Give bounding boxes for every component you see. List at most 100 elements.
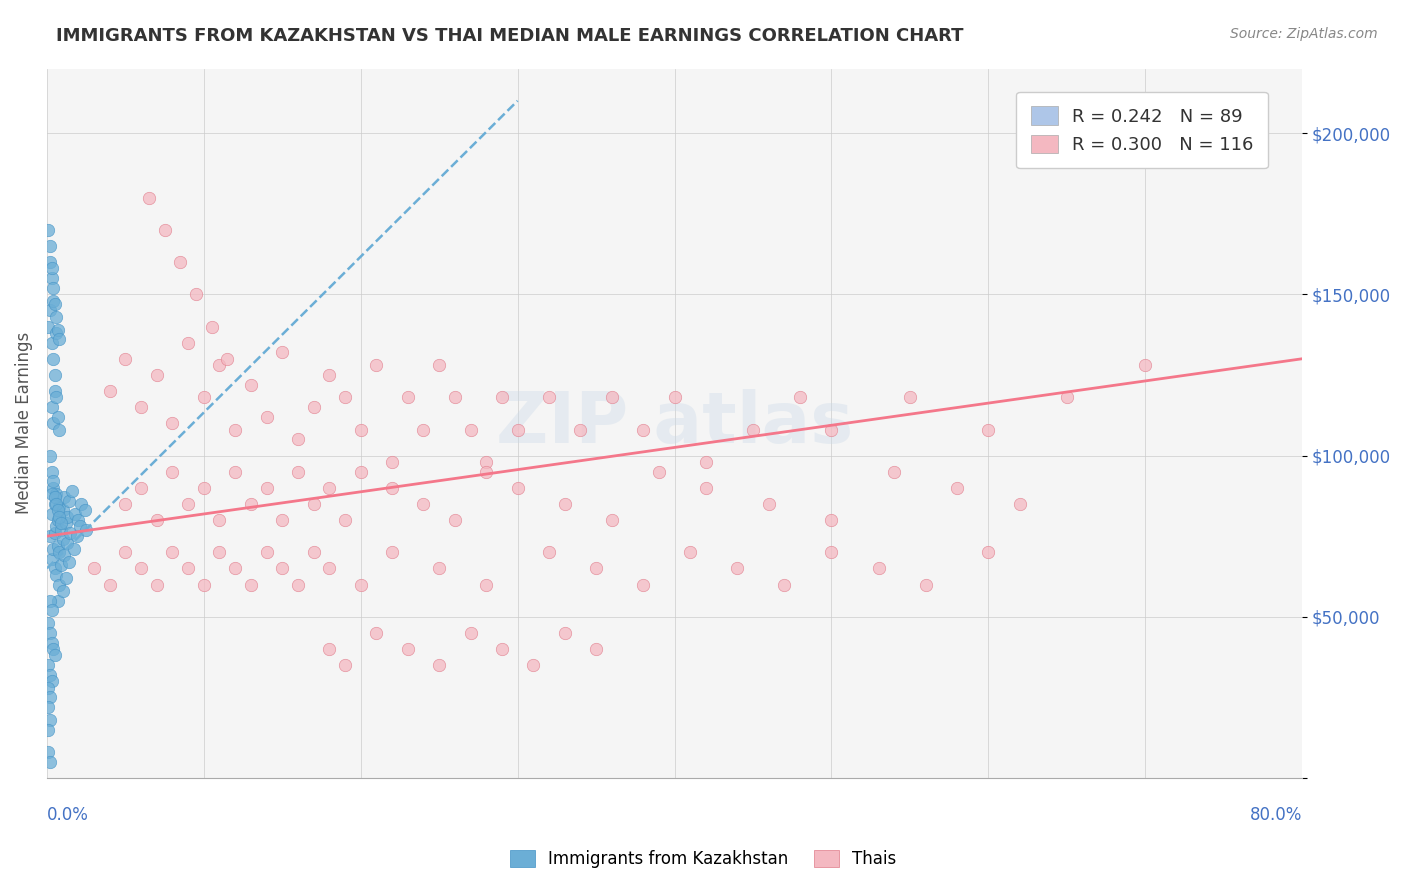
Point xyxy=(42,293,65,308)
Point xyxy=(46,409,69,424)
Point xyxy=(318,368,340,382)
Point xyxy=(287,433,309,447)
Point xyxy=(271,345,294,359)
Point xyxy=(193,577,215,591)
Point xyxy=(45,487,67,501)
Point xyxy=(39,626,62,640)
Point xyxy=(45,519,67,533)
Point xyxy=(46,513,69,527)
Point xyxy=(444,513,467,527)
Point xyxy=(350,465,373,479)
Point xyxy=(302,400,325,414)
Point xyxy=(49,558,72,573)
Point xyxy=(67,513,90,527)
Point xyxy=(820,545,842,559)
Point xyxy=(37,319,59,334)
Point xyxy=(42,351,65,366)
Point xyxy=(537,545,560,559)
Point xyxy=(217,351,239,366)
Point xyxy=(396,642,419,657)
Point xyxy=(208,513,231,527)
Point xyxy=(177,561,200,575)
Point xyxy=(695,481,717,495)
Point xyxy=(381,481,404,495)
Point xyxy=(600,513,623,527)
Point xyxy=(41,400,63,414)
Point xyxy=(44,561,66,575)
Point xyxy=(49,523,72,537)
Point xyxy=(224,465,246,479)
Point xyxy=(41,465,63,479)
Point xyxy=(62,542,84,557)
Point xyxy=(725,561,748,575)
Text: Source: ZipAtlas.com: Source: ZipAtlas.com xyxy=(1230,27,1378,41)
Point xyxy=(39,690,62,705)
Point xyxy=(48,423,70,437)
Point xyxy=(41,603,63,617)
Point xyxy=(333,391,356,405)
Point xyxy=(42,642,65,657)
Point xyxy=(256,409,278,424)
Point xyxy=(44,648,66,663)
Point xyxy=(37,723,59,737)
Point xyxy=(41,551,63,566)
Point xyxy=(114,497,136,511)
Point xyxy=(39,755,62,769)
Point xyxy=(600,391,623,405)
Point xyxy=(412,497,434,511)
Point xyxy=(42,542,65,557)
Point xyxy=(350,423,373,437)
Point xyxy=(773,577,796,591)
Point xyxy=(664,391,686,405)
Point xyxy=(491,642,513,657)
Point xyxy=(145,368,167,382)
Point xyxy=(256,481,278,495)
Point xyxy=(58,555,80,569)
Point xyxy=(46,323,69,337)
Point xyxy=(41,261,63,276)
Point xyxy=(37,700,59,714)
Point xyxy=(491,391,513,405)
Point xyxy=(41,271,63,285)
Point xyxy=(239,577,262,591)
Point xyxy=(224,423,246,437)
Point xyxy=(44,525,66,540)
Text: 80.0%: 80.0% xyxy=(1250,806,1302,824)
Point xyxy=(256,545,278,559)
Point xyxy=(41,635,63,649)
Point xyxy=(45,326,67,340)
Point xyxy=(45,497,67,511)
Point xyxy=(44,497,66,511)
Point xyxy=(946,481,969,495)
Point xyxy=(46,539,69,553)
Point xyxy=(138,190,160,204)
Point xyxy=(914,577,936,591)
Point xyxy=(184,287,207,301)
Point xyxy=(679,545,702,559)
Point xyxy=(506,423,529,437)
Point xyxy=(42,281,65,295)
Point xyxy=(70,497,93,511)
Y-axis label: Median Male Earnings: Median Male Earnings xyxy=(15,332,32,515)
Point xyxy=(98,384,121,398)
Point xyxy=(427,358,450,372)
Point xyxy=(73,503,96,517)
Point xyxy=(145,513,167,527)
Point xyxy=(239,377,262,392)
Point xyxy=(758,497,780,511)
Point xyxy=(208,358,231,372)
Point xyxy=(537,391,560,405)
Point xyxy=(789,391,811,405)
Point xyxy=(39,668,62,682)
Point xyxy=(114,351,136,366)
Point xyxy=(162,545,184,559)
Point xyxy=(48,545,70,559)
Point xyxy=(201,319,224,334)
Point xyxy=(381,455,404,469)
Point xyxy=(333,513,356,527)
Point xyxy=(145,577,167,591)
Point xyxy=(48,577,70,591)
Point xyxy=(56,509,79,524)
Point xyxy=(271,513,294,527)
Legend: R = 0.242   N = 89, R = 0.300   N = 116: R = 0.242 N = 89, R = 0.300 N = 116 xyxy=(1017,92,1268,169)
